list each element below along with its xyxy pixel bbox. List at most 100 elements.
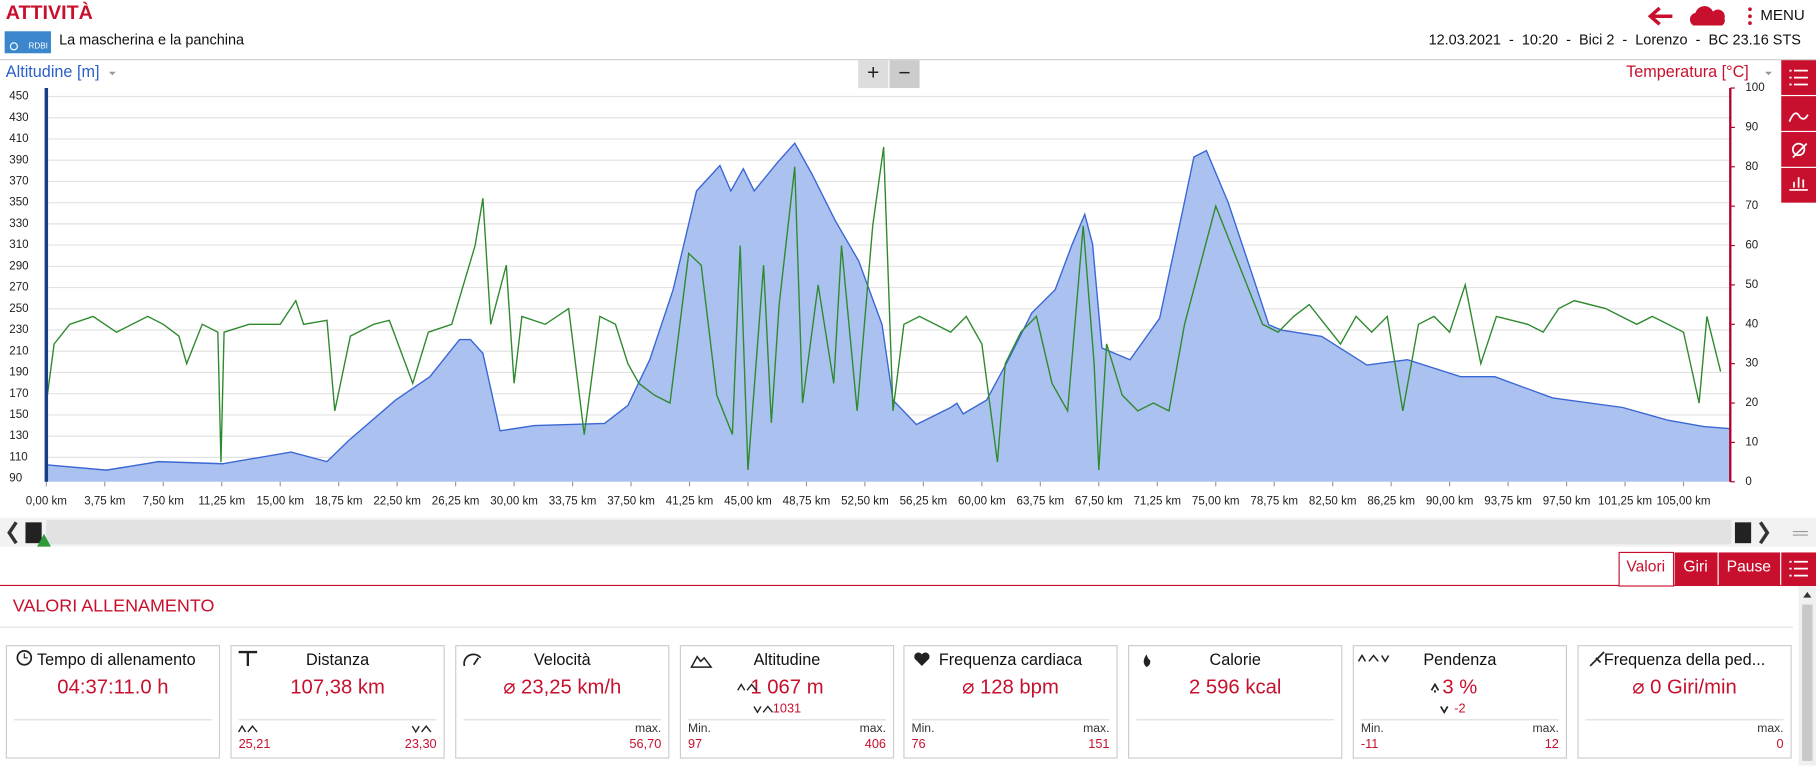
line-button[interactable]	[1781, 96, 1816, 131]
tab-menu-icon	[1789, 560, 1808, 577]
x-tick-label: 67,50 km	[1075, 496, 1123, 508]
stat-value: 2 596 kcal	[1188, 675, 1282, 699]
toolbar-icons	[1788, 69, 1809, 191]
stat-value: ⌀ 23,25 km/h	[503, 675, 622, 699]
stat-divider	[911, 719, 1110, 721]
tab-valori[interactable]	[1618, 551, 1675, 587]
logo	[4, 31, 51, 54]
stat-value: 3 %	[1442, 675, 1478, 699]
scroll-left[interactable]	[7, 521, 18, 545]
range-handle-left[interactable]	[25, 522, 42, 544]
y2-tick-label: 50	[1745, 279, 1758, 291]
stat-max-value: 12	[1544, 737, 1559, 752]
stat-title: Distanza	[306, 649, 370, 669]
stat-min-value: 97	[687, 737, 703, 752]
stat-value: ⌀ 128 bpm	[962, 675, 1059, 699]
tab-giri[interactable]	[1674, 552, 1718, 587]
stat-max-value: 23,30	[404, 737, 437, 752]
stat-max-label: max.	[1757, 721, 1784, 736]
y2-tick-label: 90	[1745, 121, 1758, 133]
range-marker	[37, 533, 51, 547]
stat-card: Frequenza cardiaca ⌀ 128 bpm Min. max. 76 151	[903, 645, 1118, 759]
temperature-line	[45, 146, 1722, 471]
tab-label: Pause	[1727, 559, 1771, 576]
stat-divider	[463, 719, 662, 721]
x-tick-label: 97,50 km	[1543, 496, 1591, 508]
y-tick-label: 210	[9, 345, 28, 357]
toolbar-icon	[1791, 142, 1806, 157]
stat-max-label: max.	[634, 721, 662, 736]
y-tick-label: 170	[9, 388, 28, 400]
x-tick-label: 0,00 km	[26, 496, 67, 508]
stat-value: 04:37:11.0 h	[57, 675, 169, 699]
x-tick-label: 48,75 km	[783, 496, 831, 508]
range-handle-right[interactable]	[1734, 522, 1752, 544]
y-tick-label: 430	[9, 112, 28, 124]
sync-button[interactable]	[1689, 6, 1725, 26]
x-tick-label: 18,75 km	[315, 496, 363, 508]
stat-card: Tempo di allenamento 04:37:11.0 h	[5, 645, 221, 759]
x-tick-label: 22,50 km	[373, 496, 421, 508]
y-tick-label: 450	[9, 91, 28, 103]
y-tick-label: 290	[9, 260, 28, 272]
y2-tick-label: 60	[1745, 240, 1758, 252]
stat-max-label: max.	[859, 721, 886, 736]
x-tick-label: 90,00 km	[1426, 496, 1474, 508]
y-axis-label[interactable]: Altitudine [m]	[6, 63, 100, 81]
stat-title: Frequenza cardiaca	[938, 649, 1083, 669]
stat-card: Distanza 107,38 km 25,21 23,30	[230, 645, 445, 759]
x-tick-label: 82,50 km	[1309, 496, 1357, 508]
y-tick-label: 350	[9, 197, 28, 209]
y-tick-label: 390	[9, 154, 28, 166]
logo-icon	[9, 42, 18, 51]
stat-sub-value: -2	[1454, 701, 1466, 716]
altitude-area	[46, 143, 1731, 482]
altitude-outline	[46, 142, 1731, 471]
stat-max-value: 56,70	[629, 737, 662, 752]
x-tick-label: 52,50 km	[841, 496, 889, 508]
side-toolbar	[1781, 60, 1816, 203]
stat-min-value: 76	[911, 737, 926, 752]
stat-sub-value: 1031	[772, 701, 802, 716]
x-tick-label: 63,75 km	[1017, 496, 1065, 508]
x-tick-label: 86,25 km	[1367, 496, 1415, 508]
stat-value: 1 067 m	[750, 675, 824, 699]
stat-divider	[1360, 719, 1559, 721]
stat-title: Frequenza della ped...	[1603, 649, 1766, 669]
page-title: ATTIVITÀ	[6, 1, 93, 24]
y-tick-label: 270	[9, 282, 28, 294]
stat-title: Pendenza	[1423, 649, 1497, 669]
scroll-up[interactable]	[1803, 591, 1812, 598]
y-tick-label: 130	[9, 430, 28, 442]
range-grip	[1792, 531, 1808, 536]
average-button[interactable]	[1781, 132, 1816, 167]
stat-card: Pendenza 3 % -2 Min. max. -11 12	[1352, 645, 1567, 759]
x-tick-label: 101,25 km	[1598, 496, 1652, 508]
stat-divider	[238, 719, 437, 721]
x-tick-label: 56,25 km	[900, 496, 948, 508]
dropdown-arrow	[1765, 71, 1772, 76]
scroll-right[interactable]	[1758, 521, 1770, 545]
stat-title: Velocità	[533, 649, 591, 669]
activity-info: 12.03.2021 - 10:20 - Bici 2 - Lorenzo - …	[1429, 32, 1801, 48]
dropdown-arrow	[108, 71, 116, 76]
x-tick-label: 3,75 km	[84, 496, 125, 508]
range-track[interactable]	[46, 520, 1732, 545]
y-tick-label: 410	[9, 133, 28, 145]
y2-tick-label: 100	[1745, 82, 1764, 94]
plot: 90 110 130 150 170 190 210 230 250 270 290 310 330 35…	[9, 82, 1764, 507]
y2-tick-label: 70	[1745, 200, 1758, 212]
page-scroll-thumb[interactable]	[1802, 604, 1813, 761]
y2-tick-label: 20	[1745, 397, 1758, 409]
menu-button[interactable]: MENU	[1760, 7, 1804, 24]
section-title: VALORI ALLENAMENTO	[13, 596, 215, 616]
back-button[interactable]	[1647, 6, 1673, 26]
stat-card: Velocità ⌀ 23,25 km/h max. 56,70	[455, 645, 670, 759]
y-tick-label: 370	[9, 175, 28, 187]
zoom-in-button[interactable]	[858, 60, 889, 89]
activity-name: La mascherina e la panchina	[59, 32, 245, 48]
zoom-out-button[interactable]	[889, 60, 920, 89]
tab-pause[interactable]	[1718, 552, 1781, 587]
y2-axis-label[interactable]: Temperatura [°C]	[1626, 63, 1749, 81]
